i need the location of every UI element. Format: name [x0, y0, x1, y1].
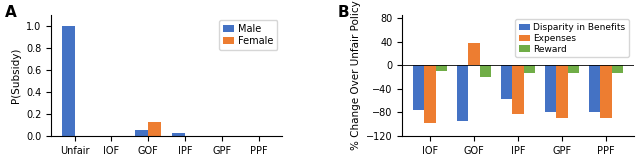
Bar — [136, 129, 148, 136]
Bar — [524, 65, 535, 73]
Bar — [501, 65, 513, 99]
Bar — [480, 65, 492, 77]
Bar — [413, 65, 424, 110]
Bar — [612, 65, 623, 74]
Legend: Male, Female: Male, Female — [219, 20, 278, 49]
Bar — [545, 65, 556, 113]
Bar — [61, 26, 75, 136]
Bar — [424, 65, 436, 123]
Bar — [468, 43, 480, 65]
Bar — [568, 65, 579, 73]
Bar — [436, 65, 447, 71]
Text: A: A — [5, 5, 17, 20]
Bar — [148, 122, 161, 136]
Y-axis label: P(Subsidy): P(Subsidy) — [10, 48, 20, 103]
Y-axis label: % Change Over Unfair Policy: % Change Over Unfair Policy — [351, 1, 360, 150]
Bar — [556, 65, 568, 118]
Legend: Disparity in Benefits, Expenses, Reward: Disparity in Benefits, Expenses, Reward — [515, 19, 629, 57]
Bar — [457, 65, 468, 121]
Bar — [600, 65, 612, 118]
Text: B: B — [338, 5, 349, 20]
Bar — [172, 133, 185, 136]
Bar — [589, 65, 600, 113]
Bar — [513, 65, 524, 114]
